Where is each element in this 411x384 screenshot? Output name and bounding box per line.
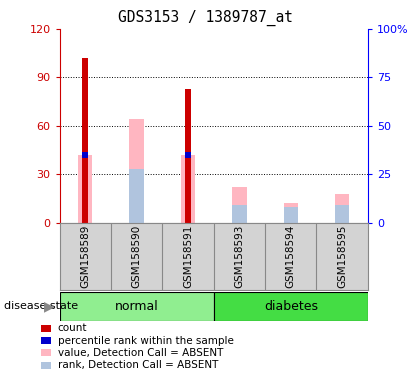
Bar [232, 187, 247, 223]
Text: ▶: ▶ [44, 299, 55, 313]
Text: GDS3153 / 1389787_at: GDS3153 / 1389787_at [118, 10, 293, 26]
Text: GSM158593: GSM158593 [234, 225, 245, 288]
Bar [185, 152, 191, 158]
Bar [232, 205, 247, 223]
Text: GSM158590: GSM158590 [132, 225, 142, 288]
Bar [284, 207, 298, 223]
Text: disease state: disease state [4, 301, 78, 311]
FancyBboxPatch shape [214, 292, 368, 321]
Bar [284, 204, 298, 223]
Text: rank, Detection Call = ABSENT: rank, Detection Call = ABSENT [58, 360, 218, 370]
Text: diabetes: diabetes [264, 300, 318, 313]
Bar [335, 205, 349, 223]
Text: normal: normal [115, 300, 159, 313]
Text: GSM158595: GSM158595 [337, 225, 347, 288]
Text: GSM158594: GSM158594 [286, 225, 296, 288]
Text: count: count [58, 323, 87, 333]
FancyBboxPatch shape [60, 292, 214, 321]
Text: percentile rank within the sample: percentile rank within the sample [58, 336, 233, 346]
Bar [185, 89, 191, 223]
Bar [129, 169, 144, 223]
Bar [335, 194, 349, 223]
Bar [82, 58, 88, 223]
Bar [129, 119, 144, 223]
Bar [78, 155, 92, 223]
Bar [82, 152, 88, 158]
Text: value, Detection Call = ABSENT: value, Detection Call = ABSENT [58, 348, 223, 358]
Bar [181, 155, 195, 223]
Text: GSM158589: GSM158589 [80, 225, 90, 288]
Text: GSM158591: GSM158591 [183, 225, 193, 288]
